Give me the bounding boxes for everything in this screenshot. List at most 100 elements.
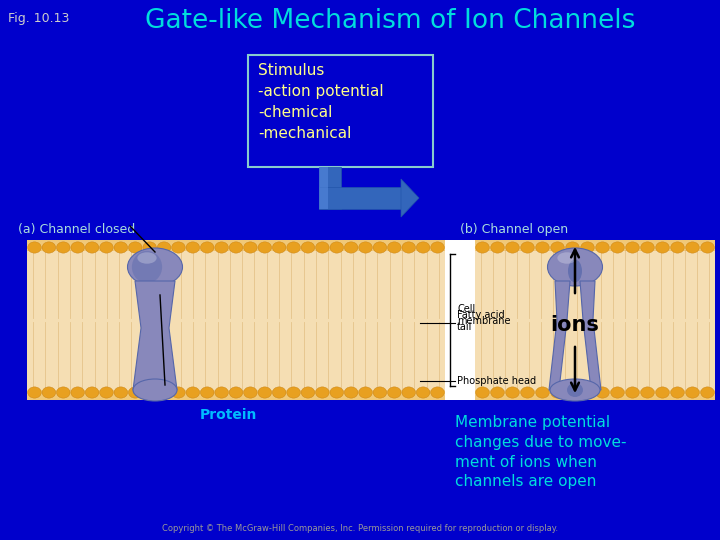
Polygon shape <box>401 179 419 217</box>
Ellipse shape <box>301 387 315 398</box>
Ellipse shape <box>416 242 430 253</box>
Ellipse shape <box>656 387 670 398</box>
Ellipse shape <box>157 387 171 398</box>
Ellipse shape <box>641 242 654 253</box>
Polygon shape <box>549 281 570 390</box>
Ellipse shape <box>536 387 549 398</box>
Ellipse shape <box>581 242 594 253</box>
Ellipse shape <box>287 242 300 253</box>
Ellipse shape <box>566 387 580 398</box>
Ellipse shape <box>28 242 41 253</box>
Ellipse shape <box>42 242 55 253</box>
Ellipse shape <box>215 242 228 253</box>
Bar <box>248 55 433 167</box>
Ellipse shape <box>200 387 214 398</box>
Ellipse shape <box>551 387 564 398</box>
Ellipse shape <box>143 387 156 398</box>
Ellipse shape <box>701 242 714 253</box>
Polygon shape <box>580 281 601 390</box>
Bar <box>319 167 341 209</box>
Ellipse shape <box>57 242 70 253</box>
Text: Protein: Protein <box>200 408 257 422</box>
Ellipse shape <box>611 387 624 398</box>
Text: (b) Channel open: (b) Channel open <box>460 223 568 236</box>
Ellipse shape <box>114 387 127 398</box>
Ellipse shape <box>133 379 177 401</box>
Ellipse shape <box>626 242 639 253</box>
Ellipse shape <box>99 242 113 253</box>
Ellipse shape <box>476 387 490 398</box>
Ellipse shape <box>128 242 142 253</box>
Ellipse shape <box>287 387 300 398</box>
Ellipse shape <box>550 379 600 401</box>
Ellipse shape <box>186 387 199 398</box>
Bar <box>27 251 445 389</box>
Ellipse shape <box>402 387 415 398</box>
Ellipse shape <box>505 387 519 398</box>
Ellipse shape <box>491 387 504 398</box>
Ellipse shape <box>344 242 358 253</box>
Text: Membrane potential
changes due to move-
ment of ions when
channels are open: Membrane potential changes due to move- … <box>455 415 626 489</box>
Ellipse shape <box>57 387 70 398</box>
Ellipse shape <box>344 387 358 398</box>
Ellipse shape <box>595 387 609 398</box>
Ellipse shape <box>272 387 286 398</box>
Bar <box>27 240 445 400</box>
Bar <box>319 167 328 209</box>
Ellipse shape <box>491 242 504 253</box>
Ellipse shape <box>28 387 41 398</box>
Ellipse shape <box>42 387 55 398</box>
Ellipse shape <box>595 242 609 253</box>
Ellipse shape <box>200 242 214 253</box>
Text: Fatty acid
tail: Fatty acid tail <box>457 310 505 332</box>
Ellipse shape <box>71 387 84 398</box>
Ellipse shape <box>171 242 185 253</box>
Text: Gate-like Mechanism of Ion Channels: Gate-like Mechanism of Ion Channels <box>145 8 635 34</box>
Bar <box>445 240 475 400</box>
Text: ions: ions <box>551 315 600 335</box>
Ellipse shape <box>86 387 99 398</box>
Ellipse shape <box>671 387 684 398</box>
Ellipse shape <box>641 387 654 398</box>
Ellipse shape <box>229 242 243 253</box>
Ellipse shape <box>359 387 372 398</box>
Ellipse shape <box>567 383 583 397</box>
Ellipse shape <box>373 387 387 398</box>
Ellipse shape <box>685 242 699 253</box>
Ellipse shape <box>138 252 157 264</box>
Ellipse shape <box>387 242 401 253</box>
Ellipse shape <box>229 387 243 398</box>
Text: Cell
membrane: Cell membrane <box>457 304 510 326</box>
Ellipse shape <box>536 242 549 253</box>
Ellipse shape <box>581 387 594 398</box>
Ellipse shape <box>431 387 444 398</box>
Ellipse shape <box>99 387 113 398</box>
Ellipse shape <box>243 242 257 253</box>
Ellipse shape <box>568 260 582 282</box>
Ellipse shape <box>114 242 127 253</box>
Ellipse shape <box>215 387 228 398</box>
Ellipse shape <box>315 387 329 398</box>
Text: Phosphate head: Phosphate head <box>457 376 536 386</box>
Bar <box>319 187 401 209</box>
Ellipse shape <box>656 242 670 253</box>
Polygon shape <box>133 281 177 390</box>
Ellipse shape <box>128 387 142 398</box>
Ellipse shape <box>521 242 534 253</box>
Ellipse shape <box>402 242 415 253</box>
Ellipse shape <box>86 242 99 253</box>
Ellipse shape <box>547 248 603 286</box>
Ellipse shape <box>330 387 343 398</box>
Ellipse shape <box>505 242 519 253</box>
Ellipse shape <box>127 248 182 286</box>
Ellipse shape <box>301 242 315 253</box>
Ellipse shape <box>171 387 185 398</box>
Ellipse shape <box>373 242 387 253</box>
Bar <box>475 251 715 389</box>
Ellipse shape <box>71 242 84 253</box>
Ellipse shape <box>551 242 564 253</box>
Ellipse shape <box>431 242 444 253</box>
Ellipse shape <box>359 242 372 253</box>
Ellipse shape <box>387 387 401 398</box>
Ellipse shape <box>258 242 271 253</box>
